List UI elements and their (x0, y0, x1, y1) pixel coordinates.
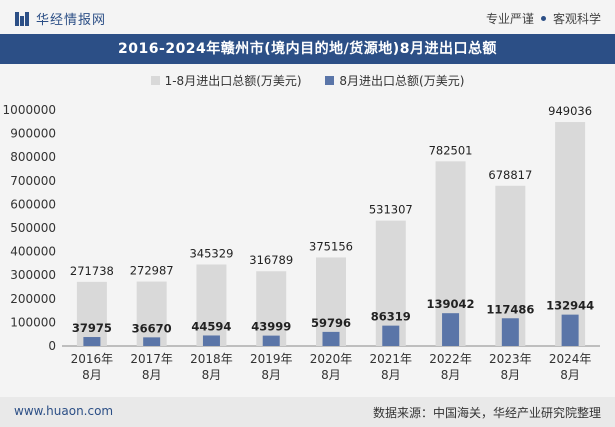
bar-month (442, 313, 460, 346)
bar-month (382, 325, 400, 346)
data-label-total: 345329 (189, 247, 233, 261)
x-tick-label-year: 2021年 (370, 352, 413, 366)
data-label-total: 949036 (548, 104, 592, 118)
legend-label-total: 1-8月进出口总额(万美元) (164, 74, 302, 88)
website-link[interactable]: www.huaon.com (14, 404, 114, 418)
y-tick-label: 200000 (10, 292, 56, 306)
y-tick-label: 800000 (10, 150, 56, 164)
data-label-month: 37975 (72, 321, 112, 335)
bar-total (375, 220, 406, 346)
top-bar: 华经情报网 专业严谨 客观科学 (0, 0, 615, 34)
bar-chart: 0 100000 200000 300000 400000 500000 600000 700… (3, 103, 600, 382)
slogan-left: 专业严谨 (485, 12, 534, 26)
data-label-total: 782501 (429, 143, 473, 157)
x-tick-label-month: 8月 (321, 368, 341, 382)
chart-legend: 1-8月进出口总额(万美元) 8月进出口总额(万美元) (0, 72, 615, 89)
x-tick-label-month: 8月 (261, 368, 281, 382)
bar-total (196, 264, 227, 346)
y-tick-label: 100000 (10, 315, 56, 329)
bar-month (143, 337, 161, 346)
x-tick-label-month: 8月 (142, 368, 162, 382)
legend-item-month: 8月进出口总额(万美元) (325, 72, 464, 89)
data-label-month: 132944 (546, 299, 594, 313)
x-tick-label-month: 8月 (560, 368, 580, 382)
data-label-month: 86319 (371, 310, 411, 324)
bar-total (555, 122, 586, 347)
data-label-month: 43999 (251, 320, 291, 334)
chart-title: 2016-2024年赣州市(境内目的地/货源地)8月进出口总额 (0, 34, 615, 64)
x-tick-label-year: 2022年 (429, 352, 472, 366)
dot-separator-icon (540, 16, 546, 21)
bar-month (262, 335, 280, 346)
data-label-total: 531307 (369, 203, 413, 217)
footer: www.huaon.com 数据来源：中国海关，华经产业研究院整理 (0, 397, 615, 427)
x-tick-label-year: 2017年 (130, 352, 173, 366)
y-tick-label: 700000 (10, 174, 56, 188)
bar-total (256, 271, 287, 346)
x-tick-label-month: 8月 (441, 368, 461, 382)
x-tick-label-year: 2018年 (190, 352, 233, 366)
data-label-month: 117486 (486, 302, 534, 316)
bar-month (83, 337, 101, 346)
x-tick-label-month: 8月 (501, 368, 521, 382)
x-tick-label-year: 2024年 (549, 352, 592, 366)
x-tick-label-month: 8月 (202, 368, 222, 382)
huajing-logo-icon (15, 11, 29, 26)
data-label-month: 44594 (191, 319, 231, 333)
x-tick-label-year: 2020年 (310, 352, 353, 366)
data-label-total: 272987 (130, 264, 174, 278)
data-label-total: 271738 (70, 264, 114, 278)
y-tick-label: 0 (48, 339, 56, 353)
bar-month (501, 318, 519, 346)
bar-month (561, 314, 579, 346)
y-tick-label: 500000 (10, 221, 56, 235)
data-source: 数据来源：中国海关，华经产业研究院整理 (372, 406, 601, 420)
y-tick-label: 600000 (10, 197, 56, 211)
bar-total (316, 257, 346, 346)
legend-item-total: 1-8月进出口总额(万美元) (150, 72, 302, 89)
y-tick-label: 1000000 (3, 103, 56, 117)
y-tick-label: 400000 (10, 245, 56, 259)
data-label-month: 139042 (427, 297, 475, 311)
y-tick-label: 900000 (10, 127, 56, 141)
x-tick-label-year: 2023年 (489, 352, 532, 366)
data-label-month: 59796 (311, 316, 351, 330)
bar-month (202, 335, 220, 346)
bar-total (136, 281, 167, 346)
data-label-total: 678817 (488, 168, 532, 182)
brand: 华经情报网 (14, 9, 106, 28)
slogan-right: 客观科学 (552, 12, 601, 26)
bar-month (322, 331, 340, 346)
x-tick-label-year: 2016年 (71, 352, 114, 366)
data-label-total: 375156 (309, 239, 353, 253)
legend-label-month: 8月进出口总额(万美元) (339, 74, 465, 88)
x-tick-label-month: 8月 (82, 368, 102, 382)
data-label-total: 316789 (249, 253, 293, 267)
brand-name: 华经情报网 (36, 13, 107, 28)
data-label-month: 36670 (132, 321, 172, 335)
legend-swatch-total (150, 76, 160, 85)
x-tick-label-month: 8月 (381, 368, 401, 382)
bar-total (76, 281, 107, 346)
slogan: 专业严谨 客观科学 (486, 10, 601, 27)
x-tick-label-year: 2019年 (250, 352, 293, 366)
y-tick-label: 300000 (10, 268, 56, 282)
legend-swatch-month (325, 76, 335, 85)
